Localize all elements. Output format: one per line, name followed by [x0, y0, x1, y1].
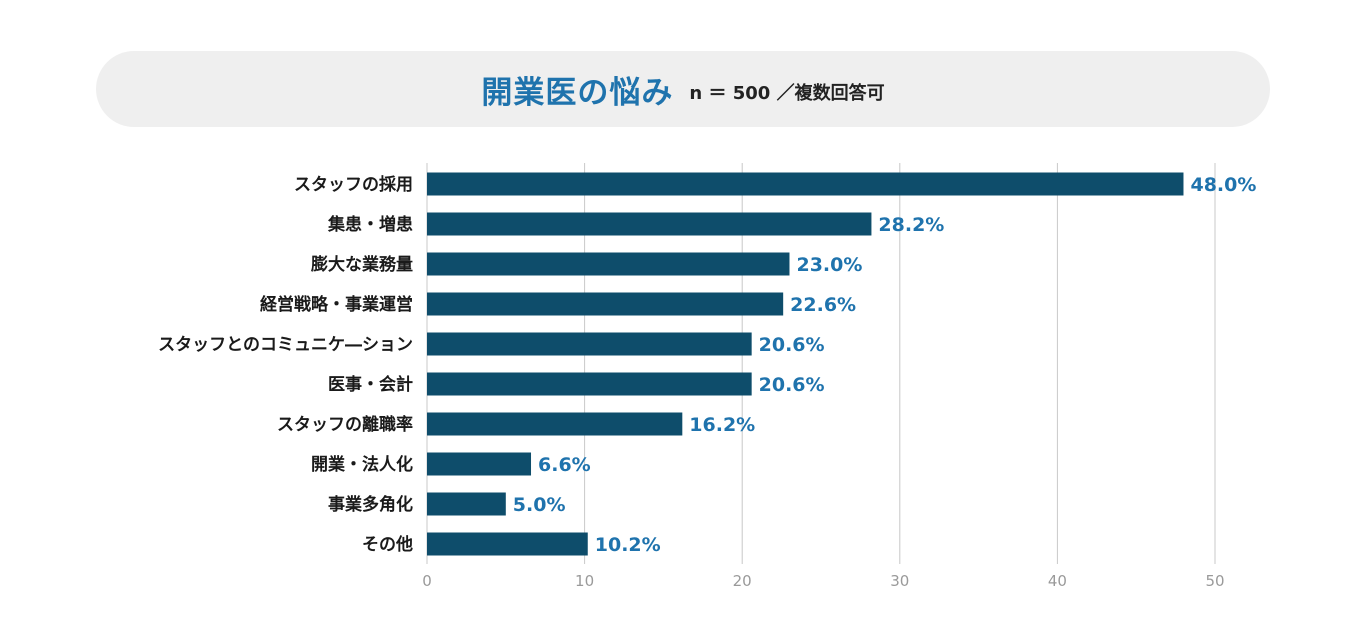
value-label: 6.6%: [538, 454, 591, 476]
chart-header: 開業医の悩み n ＝ 500 ／複数回答可: [96, 51, 1270, 127]
bar: [427, 412, 683, 436]
category-label: スタッフの採用: [294, 174, 413, 195]
category-label: スタッフの離職率: [277, 414, 413, 435]
bar: [427, 292, 784, 316]
value-label: 23.0%: [796, 254, 862, 276]
category-label: 膨大な業務量: [311, 254, 413, 275]
category-label: 事業多角化: [328, 494, 413, 515]
x-tick-label: 10: [575, 572, 594, 590]
category-label: 集患・増患: [327, 214, 413, 235]
x-tick-label: 40: [1048, 572, 1067, 590]
value-label: 20.6%: [759, 374, 825, 396]
bar: [427, 492, 506, 516]
category-label: スタッフとのコミュニケ―ション: [158, 335, 413, 355]
bar: [427, 452, 532, 476]
bar: [427, 372, 752, 396]
value-label: 16.2%: [689, 414, 755, 436]
bar: [427, 532, 588, 556]
x-tick-label: 50: [1205, 572, 1224, 590]
x-tick-label: 30: [890, 572, 909, 590]
value-label: 10.2%: [595, 534, 661, 556]
category-label: その他: [362, 534, 413, 555]
x-tick-label: 0: [422, 572, 432, 590]
value-label: 22.6%: [790, 294, 856, 316]
bar: [427, 252, 790, 276]
bar: [427, 172, 1184, 196]
value-label: 5.0%: [513, 494, 566, 516]
value-label: 48.0%: [1190, 174, 1256, 196]
chart-subtitle: n ＝ 500 ／複数回答可: [689, 83, 885, 104]
x-tick-label: 20: [733, 572, 752, 590]
category-label: 医事・会計: [328, 374, 413, 395]
bar: [427, 332, 752, 356]
value-label: 28.2%: [878, 214, 944, 236]
category-label: 開業・法人化: [311, 454, 413, 475]
bar: [427, 212, 872, 236]
chart-title: 開業医の悩み: [481, 74, 674, 111]
value-label: 20.6%: [759, 334, 825, 356]
category-label: 経営戦略・事業運営: [260, 294, 413, 315]
